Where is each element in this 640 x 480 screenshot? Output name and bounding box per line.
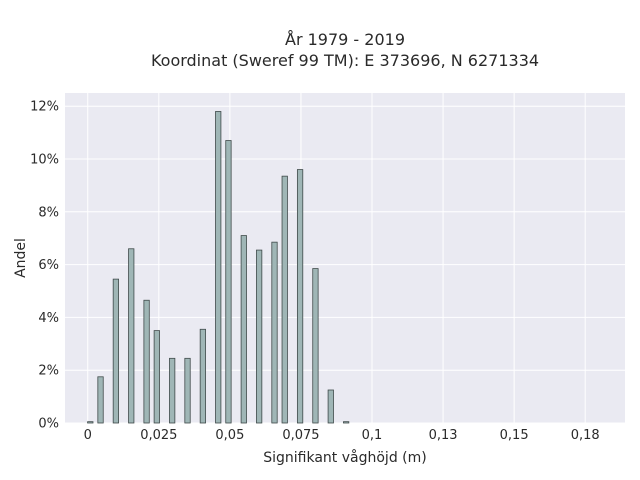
bar [327, 389, 334, 424]
bar [87, 421, 94, 424]
bar [143, 299, 150, 424]
bar [296, 169, 304, 424]
bar [199, 328, 206, 424]
x-tick-label: 0,075 [282, 428, 319, 443]
x-tick-label: 0,15 [500, 428, 529, 443]
bar [184, 357, 191, 424]
y-tick-label: 4% [38, 311, 59, 326]
bar [153, 330, 160, 424]
x-tick-label: 0,18 [571, 428, 600, 443]
y-tick-label: 10% [30, 153, 59, 168]
y-tick-labels: 0% 2% 4% 6% 8% 10% 12% [30, 100, 59, 432]
chart-title-line-1: År 1979 - 2019 [285, 30, 405, 49]
y-axis-label: Andel [13, 238, 29, 278]
bar [281, 175, 288, 424]
x-axis-label: Signifikant våghöjd (m) [263, 449, 426, 466]
bar [256, 249, 263, 424]
bars [87, 111, 350, 424]
y-tick-label: 12% [30, 100, 59, 115]
x-tick-labels: 0 0,025 0,05 0,075 0,1 0,13 0,15 0,18 [84, 428, 600, 443]
bar [240, 235, 247, 424]
bar [312, 268, 319, 424]
bar [128, 248, 135, 424]
x-tick-label: 0,1 [362, 428, 383, 443]
bar [112, 278, 119, 424]
bar [97, 376, 104, 424]
bar [271, 241, 278, 424]
y-tick-label: 8% [38, 205, 59, 220]
y-tick-label: 6% [38, 258, 59, 273]
x-tick-label: 0,025 [140, 428, 177, 443]
bar [343, 421, 350, 424]
y-tick-label: 0% [38, 417, 59, 432]
bar [225, 140, 232, 424]
y-tick-label: 2% [38, 364, 59, 379]
bar [215, 111, 222, 424]
x-tick-label: 0,13 [429, 428, 458, 443]
chart-title-line-2: Koordinat (Sweref 99 TM): E 373696, N 62… [151, 51, 539, 70]
bar [169, 357, 176, 424]
x-tick-label: 0,05 [215, 428, 244, 443]
x-tick-label: 0 [84, 428, 92, 443]
